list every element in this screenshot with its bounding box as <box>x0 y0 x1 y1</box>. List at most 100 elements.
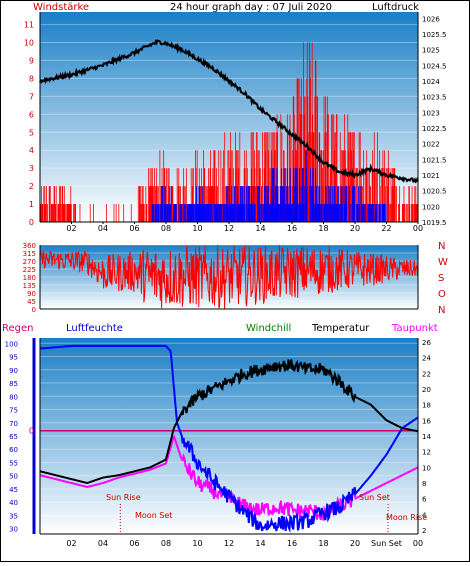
wind-tick-label: 3 <box>29 164 34 173</box>
compass-label: N <box>438 241 445 252</box>
pressure-tick-label: 1020.5 <box>422 188 447 196</box>
direction-tick-label: 180 <box>23 274 36 282</box>
temperature-tick-label: 12 <box>422 449 431 457</box>
page-title: 24 hour graph day : 07 Juli 2020 <box>170 2 332 13</box>
pressure-tick-label: 1026 <box>422 15 440 23</box>
wind-tick-label: 6 <box>29 110 34 119</box>
humidity-tick-label: 30 <box>9 526 18 534</box>
legend-windchill: Windchill <box>246 323 291 334</box>
legend-regen: Regen <box>2 323 34 334</box>
x-tick-label-top: 12 <box>224 224 234 233</box>
direction-tick-label: 0 <box>32 306 36 314</box>
annotation-moon-set: Moon Set <box>135 511 172 520</box>
annotation-sun-set: Sun Set <box>359 493 390 502</box>
direction-tick-label: 135 <box>23 282 36 290</box>
temperature-line <box>39 359 419 485</box>
x-tick-label-top: 06 <box>129 224 139 233</box>
direction-tick-label: 315 <box>23 250 36 258</box>
x-tick-label-top: 00 <box>413 224 423 233</box>
x-tick-label-bottom: 18 <box>318 539 328 548</box>
legend-luftfeuchte: Luftfeuchte <box>66 323 123 334</box>
direction-tick-label: 90 <box>27 290 36 298</box>
wind-tick-label: 2 <box>29 182 34 191</box>
direction-tick-label: 360 <box>23 242 36 250</box>
pressure-tick-label: 1023 <box>422 109 440 117</box>
x-tick-label-bottom: 00 <box>413 539 423 548</box>
x-tick-label-bottom: 06 <box>129 539 139 548</box>
pressure-tick-label: 1025 <box>422 47 440 55</box>
x-tick-label-bottom: Sun Set <box>371 539 402 548</box>
x-tick-label-top: 04 <box>98 224 108 233</box>
humidity-tick-label: 40 <box>9 499 18 507</box>
wind-tick-label: 7 <box>29 92 34 101</box>
pressure-tick-label: 1024.5 <box>422 62 447 70</box>
temperature-tick-label: 18 <box>422 402 431 410</box>
direction-tick-label: 45 <box>27 298 36 306</box>
humidity-tick-label: 70 <box>9 420 18 428</box>
wind-tick-label: 11 <box>24 21 34 30</box>
pressure-line <box>39 38 419 184</box>
humidity-tick-label: 85 <box>9 380 18 388</box>
humidity-tick-label: 95 <box>9 354 18 362</box>
temperature-tick-label: 24 <box>422 355 431 363</box>
wind-direction-line <box>39 244 419 310</box>
x-tick-label-bottom: 08 <box>161 539 171 548</box>
x-tick-label-bottom: 12 <box>224 539 234 548</box>
direction-tick-label: 225 <box>23 266 36 274</box>
pressure-tick-label: 1021.5 <box>422 156 447 164</box>
pressure-axis-title: Luftdruck <box>372 2 419 13</box>
wind-tick-label: 0 <box>29 218 34 227</box>
humidity-tick-label: 80 <box>9 393 18 401</box>
temperature-tick-label: 10 <box>422 464 431 472</box>
humidity-tick-label: 65 <box>9 433 18 441</box>
pressure-tick-label: 1020 <box>422 203 440 211</box>
pressure-tick-label: 1019.5 <box>422 219 447 227</box>
humidity-tick-label: 100 <box>5 340 18 348</box>
humidity-tick-label: 90 <box>9 367 18 375</box>
pressure-tick-label: 1025.5 <box>422 31 447 39</box>
legend-taupunkt: Taupunkt <box>391 323 438 334</box>
wind-tick-label: 5 <box>29 128 34 137</box>
humidity-tick-label: 60 <box>9 446 18 454</box>
temperature-tick-label: 26 <box>422 339 431 347</box>
pressure-tick-label: 1023.5 <box>422 94 447 102</box>
wind-tick-label: 4 <box>29 146 34 155</box>
compass-label: N <box>438 305 445 316</box>
wind-speed-axis-title: Windstärke <box>33 2 89 13</box>
compass-label: S <box>438 273 444 284</box>
rain-zero-label: 0 <box>29 427 34 436</box>
compass-label: O <box>438 289 446 300</box>
x-tick-label-bottom: 02 <box>66 539 76 548</box>
humidity-tick-label: 75 <box>9 407 18 415</box>
x-tick-label-top: 20 <box>350 224 360 233</box>
series-layer <box>39 38 419 534</box>
pressure-tick-label: 1021 <box>422 172 440 180</box>
annotation-moon-rise: Moon Rise <box>386 513 427 522</box>
x-tick-label-bottom: 20 <box>350 539 360 548</box>
legend-temperatur: Temperatur <box>311 323 370 334</box>
humidity-tick-label: 50 <box>9 473 18 481</box>
temperature-tick-label: 2 <box>422 527 426 535</box>
temp-humidity-plot-bg <box>40 338 418 534</box>
temperature-tick-label: 22 <box>422 370 431 378</box>
temperature-tick-label: 4 <box>422 511 427 519</box>
temperature-tick-label: 20 <box>422 386 431 394</box>
x-tick-label-top: 22 <box>381 224 391 233</box>
x-tick-label-top: 02 <box>66 224 76 233</box>
wind-tick-label: 10 <box>24 39 34 48</box>
axes-layer: 012345678910111019.510201020.510211021.5… <box>5 12 448 548</box>
x-tick-label-bottom: 14 <box>255 539 265 548</box>
x-tick-label-top: 16 <box>287 224 297 233</box>
temperature-tick-label: 8 <box>422 480 426 488</box>
x-tick-label-top: 14 <box>255 224 265 233</box>
wind-tick-label: 1 <box>29 200 34 209</box>
direction-tick-label: 270 <box>23 258 36 266</box>
humidity-tick-label: 45 <box>9 486 18 494</box>
compass-label: W <box>438 257 448 268</box>
x-tick-label-top: 08 <box>161 224 171 233</box>
wind-tick-label: 8 <box>29 74 34 83</box>
x-tick-label-bottom: 16 <box>287 539 297 548</box>
humidity-tick-label: 55 <box>9 459 18 467</box>
pressure-tick-label: 1022.5 <box>422 125 447 133</box>
